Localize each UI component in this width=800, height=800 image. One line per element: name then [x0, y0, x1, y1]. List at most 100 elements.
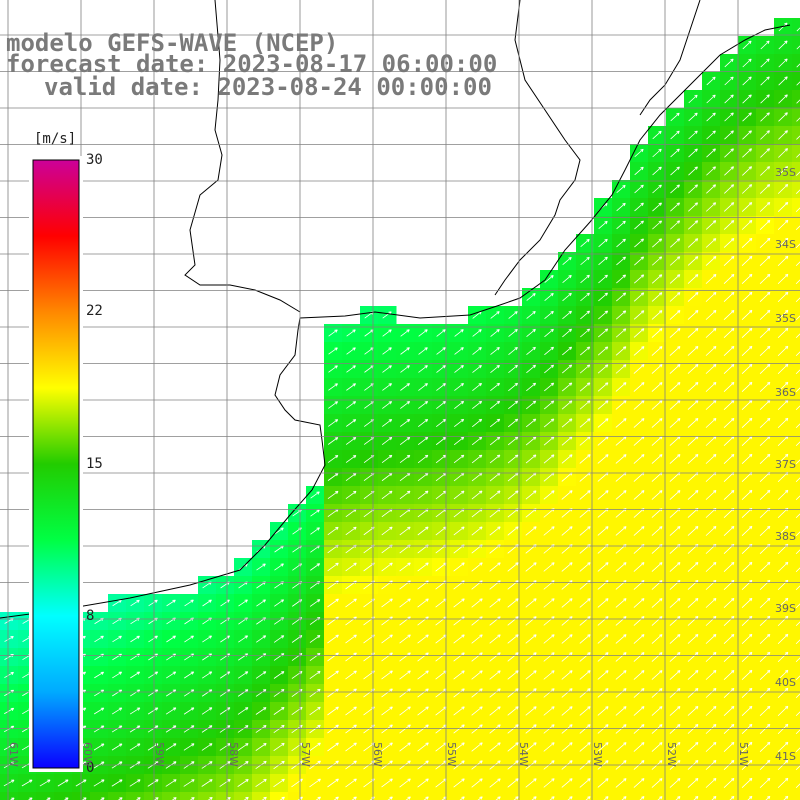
wind-cell: [288, 792, 307, 800]
wind-arrow: [669, 562, 681, 572]
wind-arrow: [543, 670, 555, 680]
wind-arrow: [327, 598, 339, 608]
wind-cell: [36, 792, 55, 800]
wind-arrow: [778, 130, 788, 140]
lat-label: 34S: [775, 238, 796, 251]
wind-cell: [792, 108, 800, 127]
wind-arrow: [597, 652, 609, 662]
wind-arrow: [615, 454, 627, 464]
wind-arrow: [759, 237, 771, 249]
wind-arrow: [597, 490, 609, 500]
wind-arrow: [723, 561, 735, 572]
wind-arrow: [273, 724, 285, 733]
wind-arrow: [507, 652, 519, 662]
wind-arrow: [561, 454, 573, 464]
wind-arrow: [723, 291, 735, 302]
wind-arrow: [741, 741, 753, 752]
wind-arrow: [495, 796, 501, 800]
wind-arrow: [93, 707, 105, 715]
wind-arrow: [795, 513, 800, 519]
wind-arrow: [544, 292, 554, 301]
wind-cell: [792, 504, 800, 523]
wind-cell: [702, 792, 721, 800]
wind-arrow: [633, 742, 645, 752]
wind-cell: [738, 792, 757, 800]
wind-cell: [792, 360, 800, 379]
wind-arrow: [309, 742, 321, 752]
wind-arrow: [633, 778, 645, 788]
wind-cell: [558, 792, 577, 800]
wind-arrow: [579, 562, 591, 572]
wind-arrow: [561, 598, 573, 608]
wind-arrow: [615, 526, 627, 536]
wind-arrow: [616, 256, 626, 266]
wind-arrow: [723, 417, 735, 428]
wind-arrow: [525, 634, 537, 644]
wind-arrow: [741, 561, 753, 572]
wind-arrow: [634, 184, 644, 194]
wind-arrow: [183, 743, 195, 751]
wind-arrow: [723, 202, 735, 212]
wind-arrow: [687, 310, 699, 320]
wind-cell: [630, 792, 649, 800]
wind-arrow: [741, 417, 753, 428]
wind-arrow: [633, 454, 645, 464]
wind-arrow: [651, 310, 663, 320]
wind-arrow: [724, 148, 734, 158]
wind-arrow: [4, 671, 14, 679]
wind-arrow: [777, 201, 789, 212]
wind-cell: [126, 792, 145, 800]
wind-arrow: [652, 148, 662, 158]
wind-arrow: [525, 454, 537, 464]
wind-arrow: [687, 724, 699, 734]
wind-arrow: [687, 652, 699, 662]
wind-arrow: [597, 418, 609, 428]
wind-arrow: [651, 724, 663, 734]
wind-arrow: [616, 184, 626, 194]
wind-arrow: [436, 418, 447, 428]
wind-arrow: [579, 454, 591, 464]
wind-arrow: [759, 489, 771, 501]
wind-arrow: [597, 670, 609, 680]
wind-arrow: [490, 364, 500, 373]
wind-cell: [414, 792, 433, 800]
wind-arrow: [310, 491, 320, 499]
wind-arrow: [597, 400, 609, 410]
wind-arrow: [741, 777, 753, 788]
wind-arrow: [760, 76, 770, 86]
wind-arrow: [201, 671, 213, 679]
wind-arrow: [615, 688, 627, 698]
wind-arrow: [489, 490, 501, 500]
wind-arrow: [615, 652, 627, 662]
wind-arrow: [687, 706, 699, 716]
wind-arrow: [747, 795, 753, 800]
wind-arrow: [489, 670, 501, 680]
wind-arrow: [705, 309, 717, 320]
forecast-date: forecast date: 2023-08-17 06:00:00: [6, 50, 498, 78]
wind-arrow: [165, 725, 177, 733]
wind-arrow: [93, 725, 105, 733]
wind-arrow: [489, 598, 501, 608]
wind-arrow: [687, 526, 699, 536]
wind-arrow: [507, 670, 519, 680]
wind-arrow: [759, 525, 771, 537]
wind-arrow: [111, 725, 123, 733]
wind-arrow: [723, 741, 735, 752]
wind-cell: [792, 450, 800, 469]
wind-arrow: [651, 490, 663, 500]
wind-cell: [792, 234, 800, 253]
wind-arrow: [130, 635, 140, 643]
wind-arrow: [238, 599, 248, 607]
wind-arrow: [543, 400, 555, 410]
wind-arrow: [399, 742, 411, 752]
wind-arrow: [579, 598, 591, 608]
wind-arrow: [453, 454, 465, 464]
wind-arrow: [525, 724, 537, 734]
wind-speed-field: [0, 18, 800, 800]
wind-arrow: [507, 436, 519, 446]
wind-arrow: [93, 779, 105, 787]
wind-arrow: [795, 441, 800, 447]
wind-arrow: [256, 599, 266, 607]
wind-cell: [792, 72, 800, 91]
wind-arrow: [796, 63, 800, 68]
